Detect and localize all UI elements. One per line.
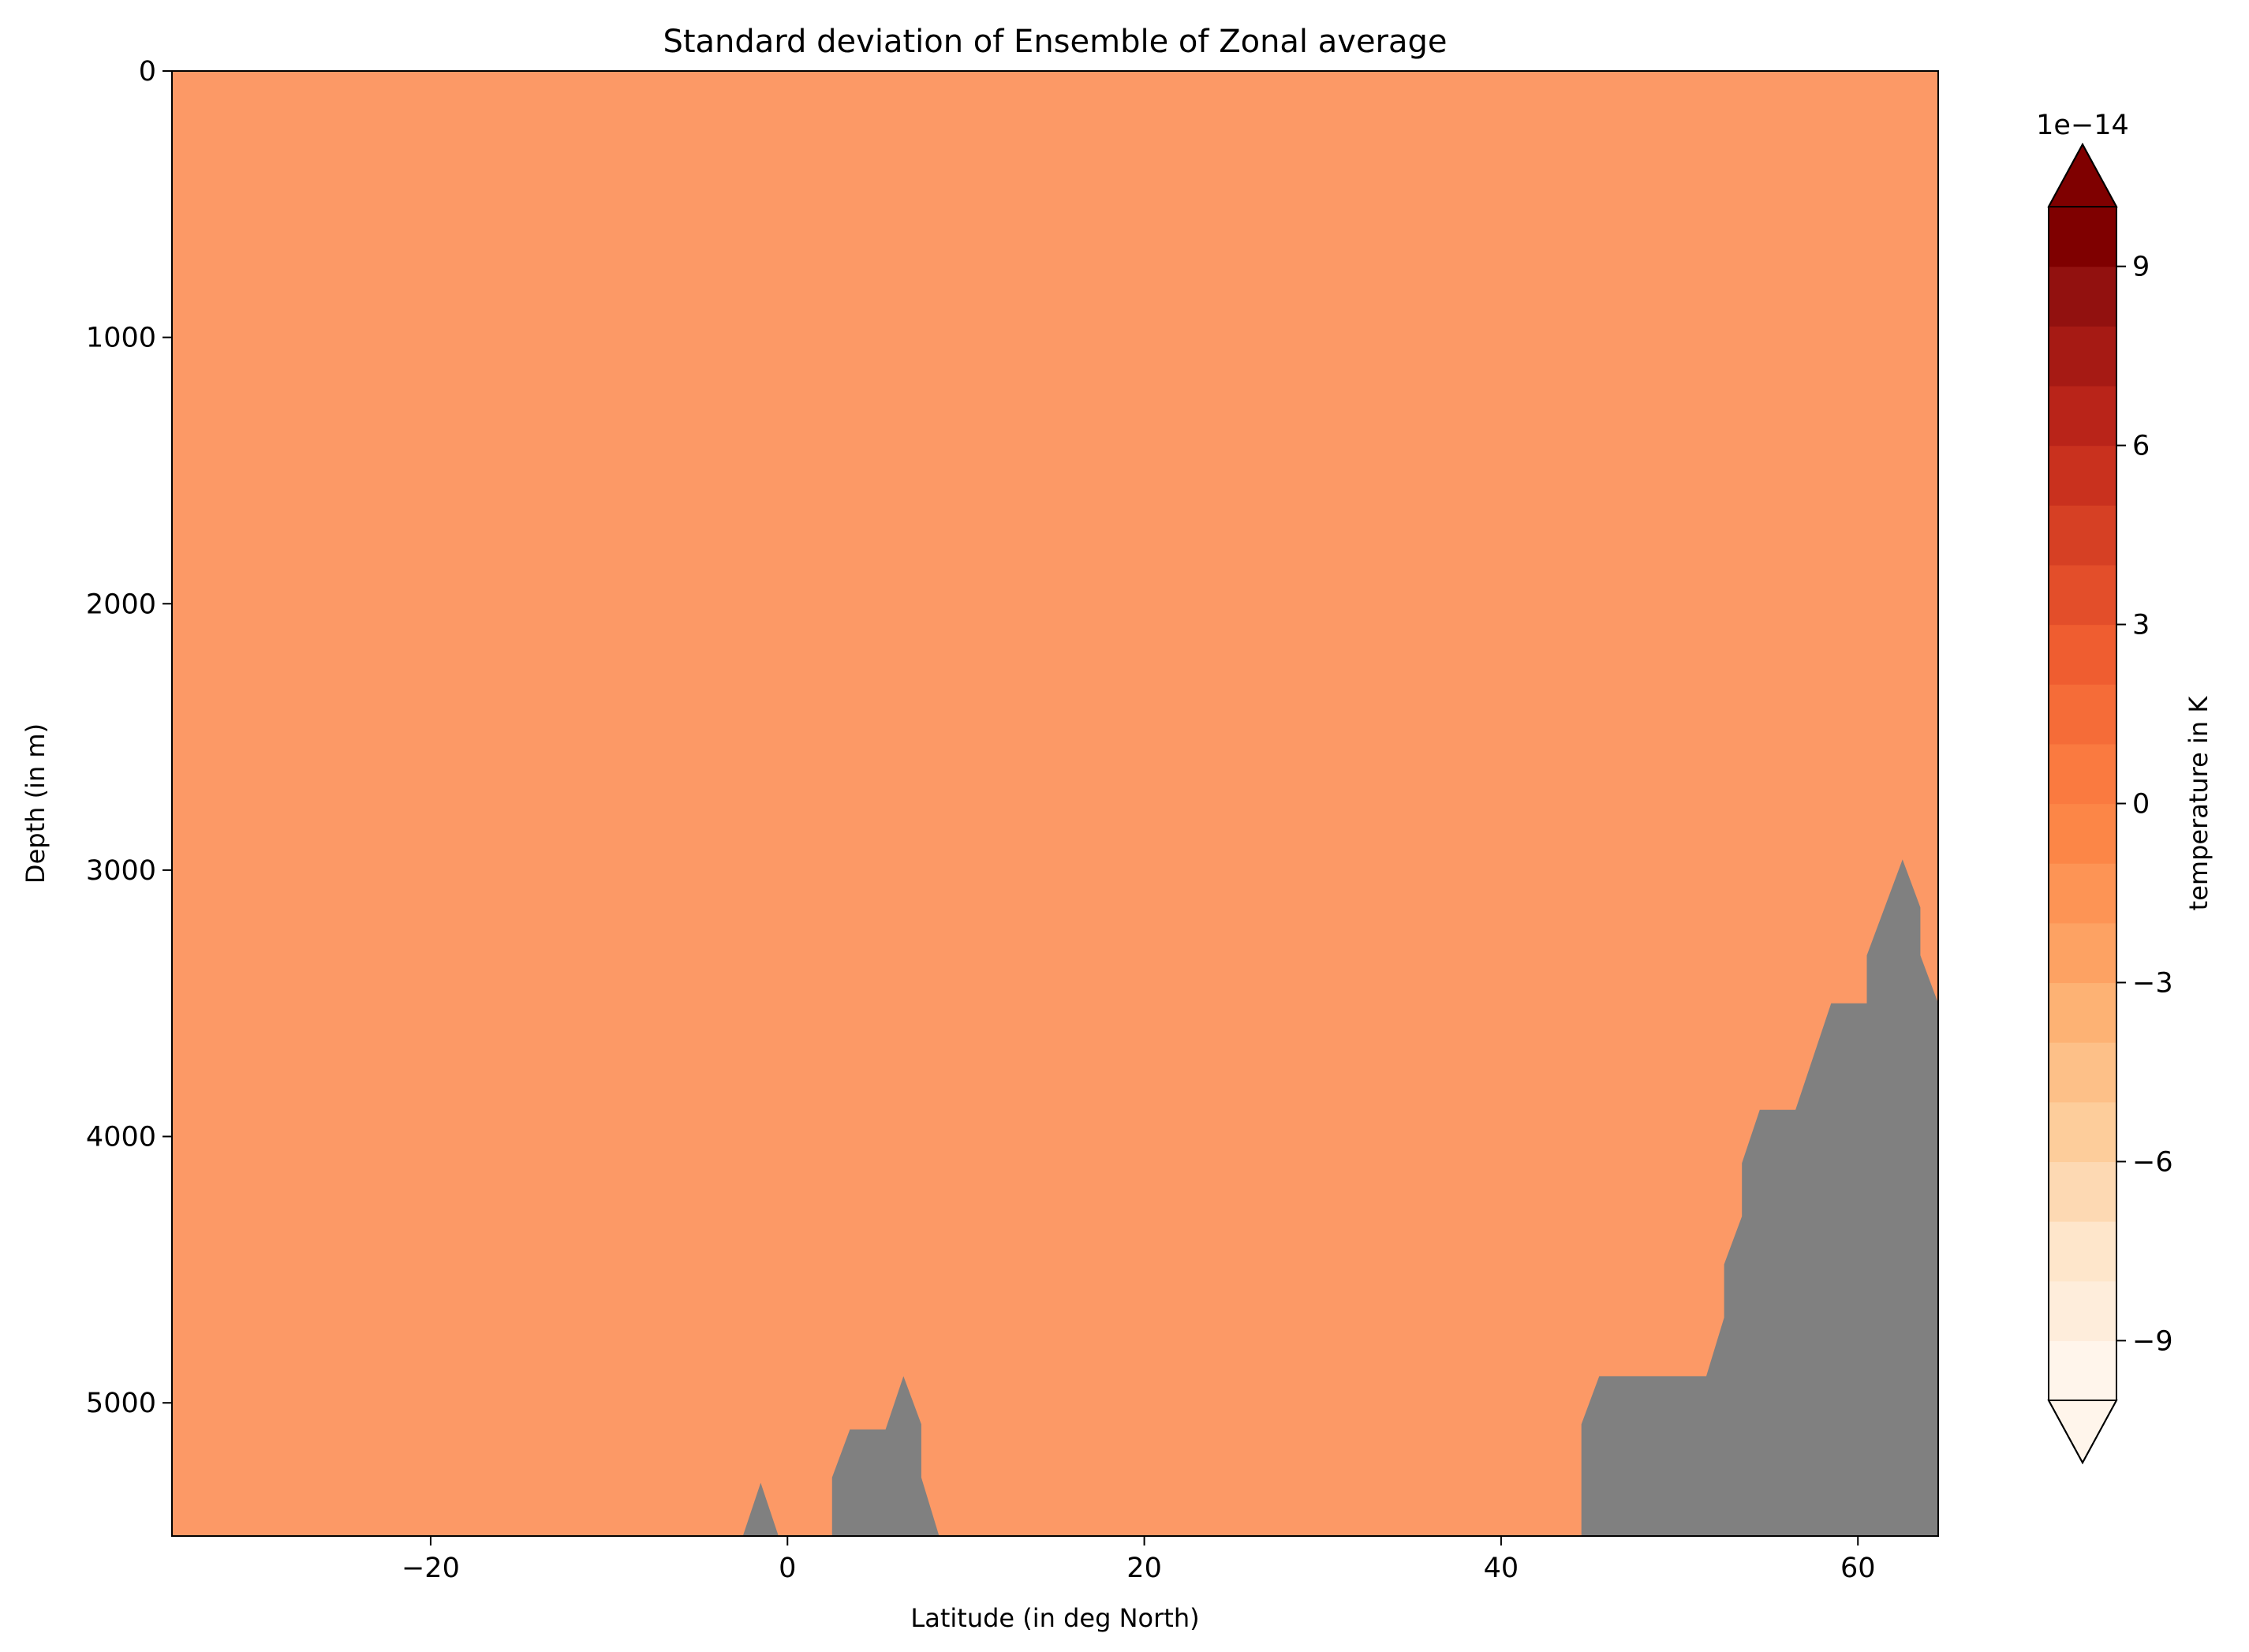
colorbar-level <box>2049 803 2116 864</box>
colorbar-level <box>2049 1101 2116 1162</box>
colorbar-level <box>2049 1042 2116 1103</box>
colorbar-tick-label: 3 <box>2132 610 2150 641</box>
colorbar-level <box>2049 684 2116 745</box>
colorbar-level <box>2049 505 2116 566</box>
y-tick-label: 3000 <box>86 855 156 887</box>
plot-frame <box>171 70 1939 1537</box>
chart-title: Standard deviation of Ensemble of Zonal … <box>663 24 1447 60</box>
colorbar-level <box>2049 1221 2116 1282</box>
colorbar-label: temperature in K <box>2184 696 2214 911</box>
y-tick-label: 1000 <box>86 323 156 354</box>
colorbar-ticks: −9 −6 −3 0 3 6 9 <box>2116 252 2173 1357</box>
x-axis-ticks: −20 0 20 40 60 <box>402 1536 1876 1584</box>
x-tick-label: 60 <box>1840 1553 1876 1584</box>
y-tick-label: 2000 <box>86 589 156 620</box>
y-axis-ticks: 0 1000 2000 3000 4000 5000 <box>86 56 172 1419</box>
land-north-slope <box>1581 859 1938 1536</box>
y-axis-label: Depth (in m) <box>21 723 50 884</box>
colorbar-tick-label: 6 <box>2132 431 2150 462</box>
colorbar-level <box>2049 445 2116 506</box>
colorbar-tick-label: −9 <box>2132 1325 2173 1357</box>
x-tick-label: 40 <box>1484 1553 1519 1584</box>
y-tick-label: 5000 <box>86 1388 156 1419</box>
colorbar-offset-label: 1e−14 <box>2036 110 2129 141</box>
colorbar-tick-label: −6 <box>2132 1146 2173 1178</box>
x-tick-label: −20 <box>402 1553 460 1584</box>
colorbar-level <box>2049 1280 2116 1341</box>
colorbar-level <box>2049 326 2116 387</box>
y-tick-label: 4000 <box>86 1122 156 1153</box>
colorbar-level <box>2049 982 2116 1043</box>
colorbar: −9 −6 −3 0 3 6 9 1e−14 temperature in K <box>2036 110 2214 1465</box>
temperature-field <box>172 71 1938 1536</box>
colorbar-tick-label: 0 <box>2132 789 2150 820</box>
colorbar-tick-label: 9 <box>2132 252 2150 283</box>
x-tick-label: 20 <box>1126 1553 1162 1584</box>
colorbar-tick-label: −3 <box>2132 967 2173 999</box>
land-ridge-equator <box>742 1482 779 1536</box>
colorbar-level <box>2049 922 2116 984</box>
colorbar-level <box>2049 1161 2116 1222</box>
colorbar-level <box>2049 266 2116 327</box>
colorbar-level <box>2049 385 2116 447</box>
plot-area <box>171 70 1939 1537</box>
colorbar-level <box>2049 207 2116 267</box>
colorbar-level <box>2049 743 2116 805</box>
land-ridge-tropics <box>831 1376 940 1536</box>
colorbar-outline <box>2048 142 2117 1465</box>
colorbar-level <box>2049 863 2116 924</box>
bathymetry-mask <box>742 859 1938 1536</box>
x-axis-label: Latitude (in deg North) <box>910 1603 1199 1633</box>
colorbar-levels <box>2049 207 2116 1401</box>
x-tick-label: 0 <box>779 1553 796 1584</box>
y-tick-label: 0 <box>139 56 156 88</box>
colorbar-level <box>2049 1340 2116 1401</box>
colorbar-level <box>2049 564 2116 626</box>
colorbar-level <box>2049 624 2116 685</box>
